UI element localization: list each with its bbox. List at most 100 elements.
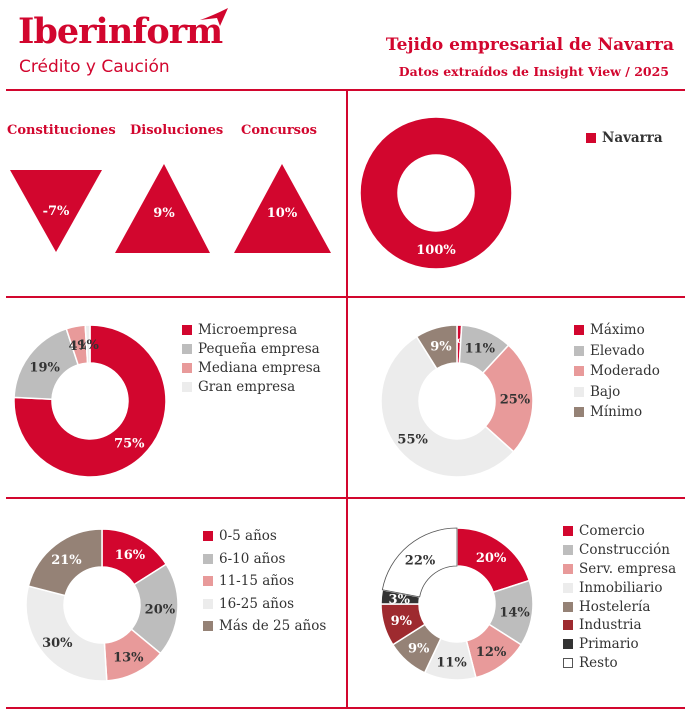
legend-swatch (563, 620, 573, 631)
logo-swoosh-icon (200, 8, 228, 26)
legend-item: Comercio (563, 522, 676, 541)
page-title: Tejido empresarial de Navarra (385, 35, 674, 55)
chart-region-donut: 100% (359, 116, 513, 270)
data-label: 100% (416, 243, 456, 258)
legend-label: Mínimo (590, 404, 643, 421)
legend-size: Microempresa Pequeña empresa Mediana empre… (182, 320, 321, 396)
legend-item: Más de 25 años (203, 615, 326, 638)
legend-label: Construcción (579, 542, 670, 559)
legend-item: Máximo (574, 320, 660, 341)
chart-size-donut: 75% 19% 4%1% (13, 324, 167, 478)
kpi-value-concursos: 10% (267, 206, 298, 221)
legend-item: 0-5 años (203, 525, 326, 548)
slice-más-de-25-años (27, 528, 103, 597)
legend-label: Industria (579, 617, 642, 634)
data-label: 25% (500, 392, 531, 407)
divider-bottom (6, 707, 685, 709)
slice-microempresa (13, 324, 167, 478)
kpi-label-concursos: Concursos (241, 123, 317, 138)
brand-name: Iberinform (18, 11, 223, 52)
legend-swatch (182, 324, 192, 335)
legend-label: Mediana empresa (198, 359, 321, 376)
legend-label: Pequeña empresa (198, 340, 320, 357)
slice-gran-empresa (84, 324, 91, 364)
data-label: 20% (476, 551, 507, 566)
legend-label: Microempresa (198, 321, 298, 338)
legend-label: 6-10 años (219, 550, 286, 567)
data-label: 11% (436, 656, 467, 671)
data-label: 55% (397, 432, 428, 447)
triangle-up-icon (234, 164, 331, 253)
legend-label: Bajo (590, 383, 621, 400)
legend-label: Serv. empresa (579, 560, 677, 577)
legend-item: Navarra (586, 128, 663, 147)
legend-swatch (574, 325, 584, 336)
data-label: 22% (405, 553, 436, 568)
data-label: 9% (430, 339, 452, 354)
legend-age: 0-5 años 6-10 años 11-15 años 16-25 años Más… (203, 525, 326, 638)
triangle-down-icon (10, 170, 102, 252)
legend-swatch (563, 582, 573, 593)
data-label: 11% (465, 342, 496, 357)
kpi-value-disoluciones: 9% (153, 206, 175, 221)
data-label: 14% (499, 605, 530, 620)
data-label: 13% (113, 651, 144, 666)
legend-label: Máximo (590, 322, 645, 339)
legend-swatch (586, 132, 596, 143)
legend-item: Microempresa (182, 320, 321, 339)
kpi-label-constituciones: Constituciones (7, 123, 116, 138)
legend-item: Elevado (574, 341, 660, 362)
data-label: 12% (476, 645, 507, 660)
legend-item: Inmobiliario (563, 578, 676, 597)
legend-item: Bajo (574, 382, 660, 403)
legend-label: Primario (579, 636, 639, 653)
divider-middle-1 (6, 296, 685, 298)
brand-logo: Iberinform (18, 11, 223, 52)
page-subtitle: Datos extraídos de Insight View / 2025 (398, 64, 669, 79)
data-label: 1% (77, 338, 99, 353)
legend-swatch (203, 553, 213, 564)
legend-swatch (574, 386, 584, 397)
slice-bajo (380, 335, 515, 478)
legend-swatch (203, 598, 213, 609)
legend-item: Construcción (563, 541, 676, 560)
chart-age-donut: 16% 20% 13% 30% 21% (25, 528, 179, 682)
legend-label: Elevado (590, 342, 645, 359)
legend-item: Industria (563, 616, 676, 635)
legend-label: 16-25 años (219, 595, 295, 612)
kpi-triangles: -7% 9% 10% (10, 164, 331, 253)
slice-navarra (359, 116, 513, 270)
legend-item: Primario (563, 635, 676, 654)
data-label: 21% (51, 553, 82, 568)
legend-swatch (182, 343, 192, 354)
data-label: 4% (69, 339, 91, 354)
legend-swatch (182, 381, 192, 392)
legend-item: Mediana empresa (182, 358, 321, 377)
legend-item: Pequeña empresa (182, 339, 321, 358)
data-label: 3% (389, 593, 411, 608)
legend-swatch (563, 657, 573, 668)
legend-label: 0-5 años (219, 528, 277, 545)
kpi-label-disoluciones: Disoluciones (130, 123, 224, 138)
legend-item: 11-15 años (203, 570, 326, 593)
legend-label: Gran empresa (198, 378, 296, 395)
data-label: 9% (391, 614, 413, 629)
divider-top (6, 89, 685, 91)
legend-swatch (574, 345, 584, 356)
divider-middle-2 (6, 497, 685, 499)
legend-item: Gran empresa (182, 377, 321, 396)
legend-label: Navarra (602, 129, 663, 146)
divider-vertical (346, 91, 348, 709)
legend-swatch (574, 366, 584, 377)
chart-risk-donut: 1%11%25%55%9% (380, 324, 534, 478)
legend-swatch (563, 601, 573, 612)
legend-swatch (563, 639, 573, 650)
data-label: 19% (29, 360, 60, 375)
legend-label: Resto (579, 654, 618, 671)
legend-label: Más de 25 años (219, 618, 327, 635)
legend-swatch (182, 362, 192, 373)
legend-swatch (563, 526, 573, 537)
data-label: 20% (145, 603, 176, 618)
legend-item: Mínimo (574, 402, 660, 423)
legend-item: Serv. empresa (563, 560, 676, 579)
